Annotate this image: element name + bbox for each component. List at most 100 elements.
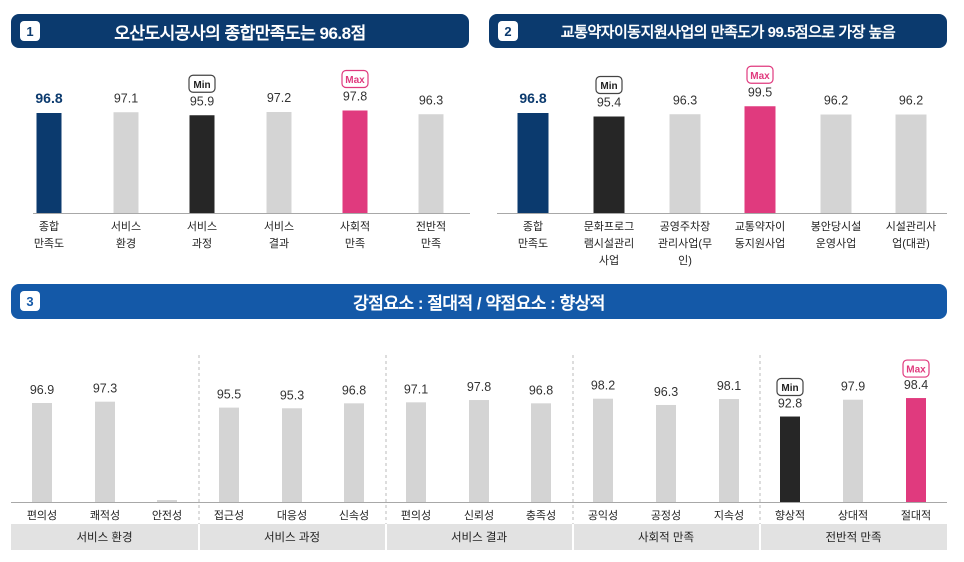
min-badge-label: Min [193, 80, 210, 91]
group-band [761, 524, 947, 550]
category-label: 과정 [192, 237, 212, 250]
category-label: 사회적 [340, 220, 370, 233]
category-label: 서비스 [187, 220, 217, 233]
category-label: 사업 [599, 254, 619, 267]
category-label: 인) [678, 254, 692, 267]
category-label: 동지원사업 [735, 237, 786, 250]
bar [418, 114, 444, 213]
value-label: 99.5 [748, 85, 772, 99]
section-number-badge: 2 [498, 21, 518, 41]
group-3: 서비스 결과 97.1 편의성 97.8 신뢰성 96.8 충족성 [385, 355, 572, 550]
category-label: 문화프로그 [584, 220, 635, 233]
value-label: 96.3 [419, 93, 443, 107]
category-label: 만족도 [518, 237, 548, 250]
min-badge-label: Min [781, 383, 798, 394]
bar [469, 400, 489, 502]
max-badge [902, 359, 930, 378]
category-label: 공정성 [651, 509, 681, 522]
value-label: 97.3 [93, 382, 117, 396]
value-label: 96.8 [529, 383, 553, 397]
bar [32, 403, 52, 502]
bar [36, 113, 62, 213]
category-label: 환경 [116, 237, 136, 250]
bar [342, 110, 368, 213]
max-badge [341, 69, 369, 89]
max-badge-label: Max [750, 71, 770, 82]
bar [157, 500, 177, 502]
section-number-badge: 1 [20, 21, 40, 41]
group-label: 서비스 과정 [264, 531, 320, 544]
category-label: 대응성 [277, 509, 307, 522]
bar [906, 398, 926, 502]
max-badge [746, 65, 774, 84]
group-label: 사회적 만족 [638, 531, 694, 544]
bar [780, 416, 800, 502]
min-badge [188, 74, 216, 93]
category-label: 업(대관) [892, 237, 930, 250]
value-label: 96.3 [673, 93, 697, 107]
category-label: 만족도 [34, 237, 64, 250]
category-label: 지속성 [714, 509, 744, 522]
category-label: 시설관리사 [886, 220, 937, 233]
value-label: 98.1 [717, 379, 741, 393]
category-label: 램시설관리 [584, 237, 635, 250]
category-label: 절대적 [901, 509, 931, 522]
bar [593, 398, 613, 502]
category-label: 공영주차장 [660, 220, 711, 233]
banner-section-2: 2 교통약자이동지원사업의 만족도가 99.5점으로 가장 높음 [489, 14, 947, 48]
value-label: 96.8 [519, 90, 546, 106]
bar [219, 407, 239, 502]
value-label: 98.4 [904, 378, 928, 392]
section-number-badge: 3 [20, 291, 40, 311]
section-title: 오산도시공사의 종합만족도는 96.8점 [114, 23, 366, 43]
value-label: 97.2 [267, 91, 291, 105]
bar [669, 114, 701, 213]
max-badge-label: Max [906, 365, 926, 376]
bar [744, 106, 776, 213]
bar [95, 401, 115, 502]
group-band [11, 524, 198, 550]
category-label: 공익성 [588, 509, 618, 522]
bar [843, 399, 863, 502]
value-label: 97.1 [114, 91, 138, 105]
category-label: 종합 [523, 220, 543, 233]
category-label: 서비스 [111, 220, 141, 233]
bar [113, 112, 139, 213]
value-label: 96.8 [342, 383, 366, 397]
category-label: 만족 [345, 237, 365, 250]
category-label: 신뢰성 [464, 509, 494, 522]
min-badge [595, 75, 623, 95]
value-label: 95.9 [190, 94, 214, 108]
category-label: 충족성 [526, 509, 556, 522]
value-label: 98.2 [591, 379, 615, 393]
value-label: 97.1 [404, 382, 428, 396]
category-label: 편의성 [27, 509, 57, 522]
category-label: 편의성 [401, 509, 431, 522]
category-label: 쾌적성 [90, 509, 120, 522]
category-label: 교통약자이 [735, 219, 786, 233]
bar [282, 408, 302, 502]
category-label: 서비스 [264, 220, 294, 233]
category-label: 상대적 [838, 509, 868, 522]
value-label: 96.3 [654, 385, 678, 399]
category-label: 결과 [269, 237, 289, 250]
bar [517, 113, 549, 213]
category-label: 운영사업 [816, 237, 856, 250]
category-label: 종합 [39, 220, 59, 233]
min-badge-label: Min [600, 81, 617, 92]
value-label: 95.3 [280, 388, 304, 402]
group-5: 전반적 만족 92.8 향상적 97.9 상대적 98.4 절대적 [759, 355, 947, 550]
section-title: 강점요소 : 절대적 / 약점요소 : 향상적 [353, 294, 605, 313]
min-badge [776, 377, 804, 397]
group-label: 전반적 만족 [825, 531, 881, 544]
category-label: 신속성 [339, 509, 369, 522]
group-band [387, 524, 572, 550]
group-label: 서비스 결과 [451, 531, 508, 544]
bar [266, 112, 292, 213]
bar [820, 114, 852, 213]
bar [895, 114, 927, 213]
value-label: 97.8 [343, 90, 367, 104]
